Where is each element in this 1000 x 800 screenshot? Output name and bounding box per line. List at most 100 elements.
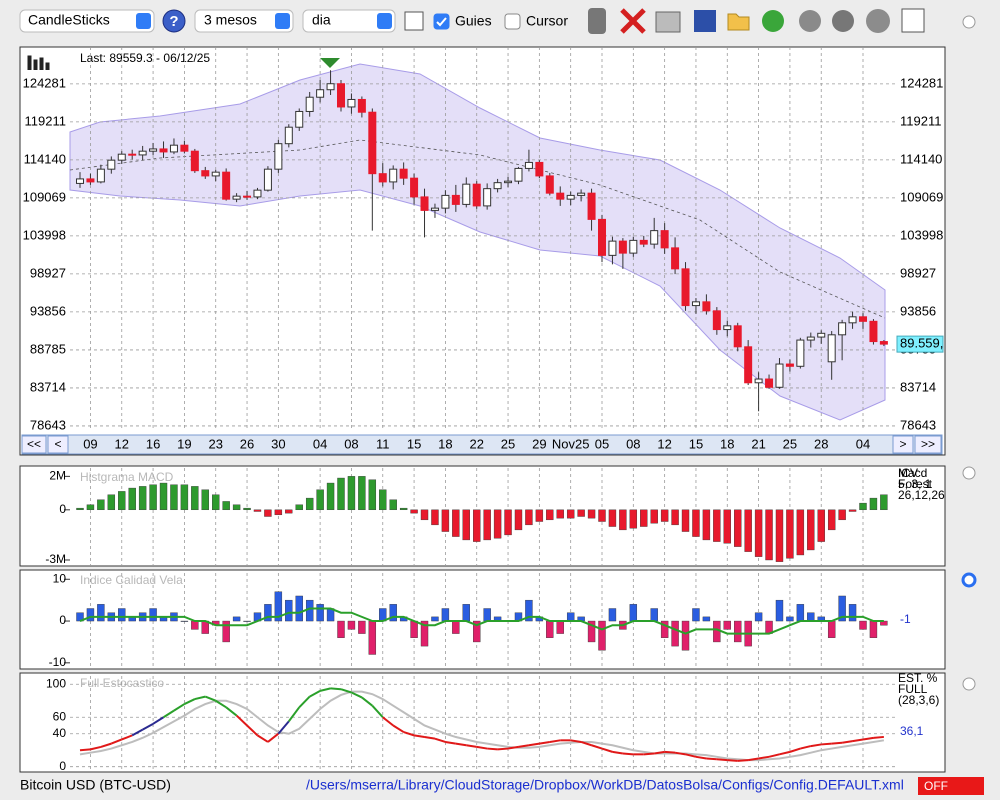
candle-body (608, 240, 617, 256)
bar (410, 620, 418, 638)
k-segment (142, 722, 154, 731)
candle-body (765, 378, 774, 388)
chart-type-select[interactable]: CandleSticks (19, 9, 155, 33)
config-path[interactable]: /Users/mserra/Library/CloudStorage/Dropb… (306, 777, 904, 793)
candle-body (295, 110, 304, 128)
nav-next[interactable]: > (892, 435, 914, 454)
bar (285, 599, 293, 622)
select-text[interactable]: dia (312, 12, 331, 28)
candle-body (159, 148, 168, 153)
bar (796, 604, 805, 622)
k-segment (873, 735, 884, 739)
period-select[interactable]: 3 mesos (194, 9, 294, 33)
k-segment (215, 699, 227, 709)
state-indicator[interactable]: OFF (918, 777, 984, 795)
help-icon[interactable] (162, 9, 186, 33)
checkbox-label[interactable]: Guies (455, 13, 492, 29)
x-tick-label: 21 (751, 436, 765, 451)
bar (546, 620, 554, 638)
candle-body (420, 196, 429, 211)
bar (326, 482, 335, 511)
k-segment (716, 758, 728, 762)
trash-icon[interactable] (588, 8, 606, 34)
bar (493, 509, 502, 539)
y-tick-label-right: 119211 (900, 113, 941, 128)
checkbox[interactable] (504, 13, 521, 30)
candle-body (754, 378, 763, 384)
last-value: 36,1 (900, 724, 924, 738)
k-segment (277, 720, 290, 735)
open-icon[interactable] (727, 13, 750, 31)
candle-body (378, 173, 387, 183)
nav-button[interactable] (21, 435, 47, 454)
candle-body (86, 178, 95, 183)
refresh-icon[interactable] (762, 10, 784, 32)
k-segment (466, 744, 477, 748)
y-tick-label-right: 124281 (900, 75, 943, 90)
select-text[interactable]: 3 mesos (204, 12, 257, 28)
k-segment (298, 695, 311, 709)
select-box[interactable] (19, 9, 155, 33)
checkbox[interactable] (433, 13, 450, 30)
bar (201, 489, 209, 511)
nav-last[interactable]: >> (914, 435, 942, 454)
candle-body (879, 341, 888, 345)
print-icon[interactable] (655, 11, 681, 33)
nav-button[interactable] (47, 435, 69, 454)
bar (671, 620, 679, 647)
radio[interactable] (962, 15, 976, 29)
radio[interactable] (961, 572, 977, 588)
k-segment (309, 689, 321, 698)
radio[interactable] (962, 466, 976, 480)
bar (598, 509, 606, 522)
candle-body (305, 96, 314, 112)
y-tick-label: 88785 (30, 341, 66, 356)
interval-select[interactable]: dia (302, 9, 396, 33)
nav-text[interactable]: > (899, 437, 906, 451)
save-icon[interactable] (694, 10, 716, 32)
candle-body (169, 144, 178, 153)
bar (368, 620, 377, 655)
bar (671, 509, 679, 526)
nav-text[interactable]: >> (921, 437, 935, 451)
dollar-icon[interactable] (799, 10, 821, 32)
candle-body (733, 325, 742, 348)
radio[interactable] (962, 677, 976, 691)
bar (337, 477, 345, 511)
settings-icon[interactable] (866, 9, 890, 33)
state-box[interactable] (918, 777, 984, 795)
bar (379, 489, 387, 511)
nav-prev[interactable]: < (47, 435, 69, 454)
state-text[interactable]: OFF (924, 779, 948, 793)
select-arrow[interactable] (136, 13, 151, 29)
delete-icon[interactable] (620, 8, 646, 34)
nav-button[interactable] (892, 435, 914, 454)
k-segment (256, 734, 269, 743)
bar (754, 509, 763, 557)
select-arrow[interactable] (377, 13, 392, 29)
euro-icon[interactable] (832, 10, 854, 32)
k-segment (79, 748, 91, 752)
select-text[interactable]: CandleSticks (28, 12, 110, 28)
bar (650, 509, 658, 524)
k-segment (800, 745, 812, 750)
nav-text[interactable]: << (27, 437, 41, 451)
select-box[interactable] (302, 9, 396, 33)
select-box[interactable] (194, 9, 294, 33)
chart-icon[interactable] (404, 11, 424, 31)
calendar-icon[interactable] (901, 8, 925, 33)
toolbar-icons (588, 8, 925, 34)
help-text[interactable]: ? (169, 13, 178, 30)
checkbox-label[interactable]: Cursor (526, 13, 568, 29)
help-button[interactable]: ? (162, 9, 186, 33)
x-tick-label: 08 (626, 436, 640, 451)
bar (295, 595, 303, 622)
k-segment (455, 742, 467, 747)
nav-text[interactable]: < (54, 437, 61, 451)
cursor-toggle[interactable]: Cursor (504, 13, 568, 30)
k-segment (162, 709, 175, 719)
candle-body (316, 89, 325, 98)
nav-button[interactable] (914, 435, 942, 454)
nav-first[interactable]: << (21, 435, 47, 454)
select-arrow[interactable] (275, 13, 290, 29)
